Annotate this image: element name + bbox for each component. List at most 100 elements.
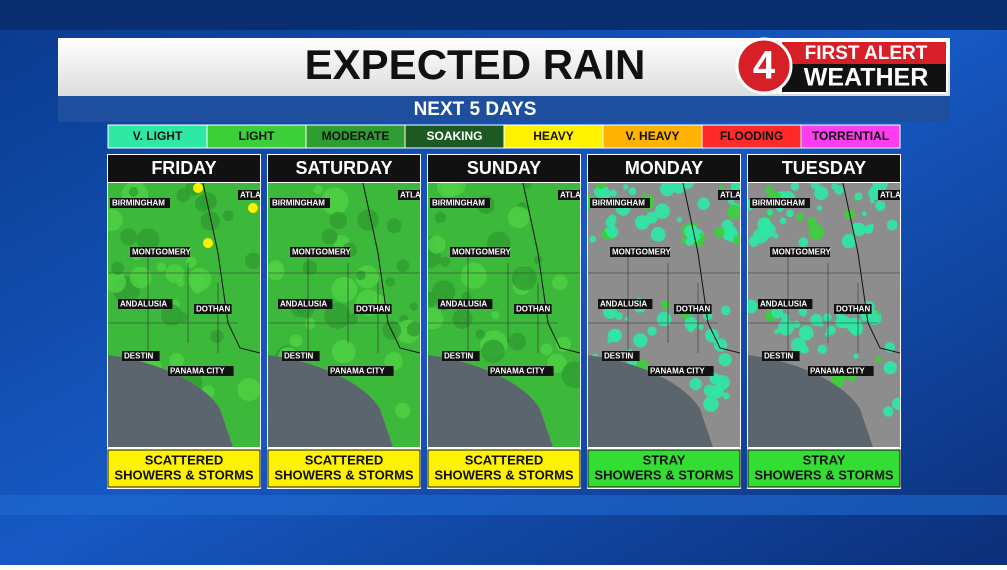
rain-cell bbox=[767, 209, 773, 216]
rain-cell bbox=[861, 314, 869, 322]
rain-cell bbox=[176, 188, 190, 203]
rain-cell bbox=[748, 299, 758, 314]
city-label: PANAMA CITY bbox=[330, 367, 385, 376]
city-box bbox=[238, 190, 260, 200]
rain-cell bbox=[434, 212, 446, 223]
logo-bottom bbox=[782, 64, 946, 92]
rain-cell bbox=[604, 228, 610, 233]
day-panel: MONDAY BIRMINGHAM ATLAN MONTGOMERY ANDALUSIA… bbox=[587, 154, 741, 489]
city-label: DESTIN bbox=[444, 352, 474, 361]
caption-bg bbox=[107, 449, 261, 488]
rain-cell bbox=[752, 227, 769, 244]
rain-cell bbox=[861, 211, 867, 217]
day-name: SUNDAY bbox=[467, 158, 541, 178]
rain-cell bbox=[698, 324, 704, 330]
state-line bbox=[522, 183, 580, 354]
rain-cell bbox=[817, 344, 828, 354]
rain-cell bbox=[533, 255, 543, 265]
legend-label: V. LIGHT bbox=[133, 129, 183, 143]
rain-cell bbox=[891, 397, 900, 410]
rain-cell bbox=[329, 211, 348, 230]
city-label: MONTGOMERY bbox=[772, 248, 831, 257]
city-box bbox=[450, 247, 510, 257]
city-box bbox=[758, 299, 813, 309]
rain-cell bbox=[816, 205, 823, 211]
caption-line: STRAY bbox=[643, 452, 686, 467]
city-label: DOTHAN bbox=[676, 305, 710, 314]
rain-cell bbox=[774, 328, 780, 335]
heavy-cell bbox=[193, 183, 203, 193]
rain-cell bbox=[624, 316, 630, 321]
city-box bbox=[278, 299, 333, 309]
city-label: DESTIN bbox=[284, 352, 314, 361]
rain-cell bbox=[289, 334, 303, 348]
rain-cell bbox=[540, 343, 553, 356]
city-box bbox=[442, 351, 480, 361]
rain-cell bbox=[165, 264, 185, 283]
city-label: BIRMINGHAM bbox=[592, 199, 645, 208]
city-box bbox=[438, 299, 493, 309]
rain-cell bbox=[777, 319, 794, 336]
rain-cell bbox=[244, 252, 260, 270]
rain-cell bbox=[874, 356, 882, 363]
rain-cell bbox=[733, 234, 740, 246]
rain-cell bbox=[108, 271, 127, 293]
city-label: BIRMINGHAM bbox=[112, 199, 165, 208]
rain-cell bbox=[841, 234, 857, 249]
city-box bbox=[878, 190, 900, 200]
city-label: ATLAN bbox=[240, 191, 267, 200]
city-label: ATLAN bbox=[400, 191, 427, 200]
state-line bbox=[202, 183, 260, 354]
caption-line: SCATTERED bbox=[465, 452, 543, 467]
caption-bg bbox=[267, 449, 421, 488]
day-name: SATURDAY bbox=[295, 158, 392, 178]
state-line bbox=[682, 183, 740, 354]
rain-cell bbox=[875, 200, 886, 211]
caption-line: STRAY bbox=[803, 452, 846, 467]
rain-cell bbox=[656, 311, 672, 327]
rain-cell bbox=[883, 361, 897, 375]
city-box bbox=[648, 366, 714, 376]
rain-cell bbox=[869, 198, 875, 204]
city-box bbox=[718, 190, 740, 200]
city-label: ATLAN bbox=[560, 191, 587, 200]
rain-cell bbox=[823, 313, 832, 322]
city-label: DOTHAN bbox=[836, 305, 870, 314]
city-label: DOTHAN bbox=[196, 305, 230, 314]
day-panel: FRIDAY BIRMINGHAM ATLAN MONTGOMERY ANDALUSIA… bbox=[107, 154, 267, 489]
rain-cell bbox=[799, 327, 810, 338]
rain-cell bbox=[386, 218, 402, 234]
caption-line: SHOWERS & STORMS bbox=[114, 467, 253, 482]
city-label: PANAMA CITY bbox=[650, 367, 705, 376]
map: BIRMINGHAM ATLAN MONTGOMERY ANDALUSIA DOTHAN… bbox=[588, 183, 740, 447]
rain-cell bbox=[710, 385, 724, 399]
bottom-band bbox=[0, 495, 1007, 515]
city-label: ANDALUSIA bbox=[600, 300, 647, 309]
city-label: PANAMA CITY bbox=[490, 367, 545, 376]
rain-cell bbox=[440, 256, 451, 267]
rain-cell bbox=[726, 204, 740, 220]
rain-cell bbox=[428, 307, 444, 330]
rain-cell bbox=[508, 332, 527, 351]
city-label: MONTGOMERY bbox=[132, 248, 191, 257]
rain-cell bbox=[798, 237, 809, 248]
rain-cell bbox=[597, 186, 611, 200]
rain-cell bbox=[750, 235, 755, 240]
city-box bbox=[110, 198, 170, 208]
rain-cell bbox=[684, 224, 699, 239]
rain-cell bbox=[185, 256, 197, 268]
rain-cell bbox=[810, 313, 823, 327]
legend-swatch bbox=[800, 124, 901, 149]
city-box bbox=[430, 198, 490, 208]
city-label: MONTGOMERY bbox=[292, 248, 351, 257]
city-label: DOTHAN bbox=[516, 305, 550, 314]
rain-cell bbox=[647, 326, 657, 336]
legend-label: SOAKING bbox=[426, 129, 482, 143]
rain-cell bbox=[720, 305, 731, 316]
city-box bbox=[328, 366, 394, 376]
city-box bbox=[762, 351, 800, 361]
rain-cell bbox=[161, 304, 183, 326]
city-label: BIRMINGHAM bbox=[752, 199, 805, 208]
rain-cell bbox=[324, 302, 351, 329]
rain-cell bbox=[452, 308, 473, 329]
